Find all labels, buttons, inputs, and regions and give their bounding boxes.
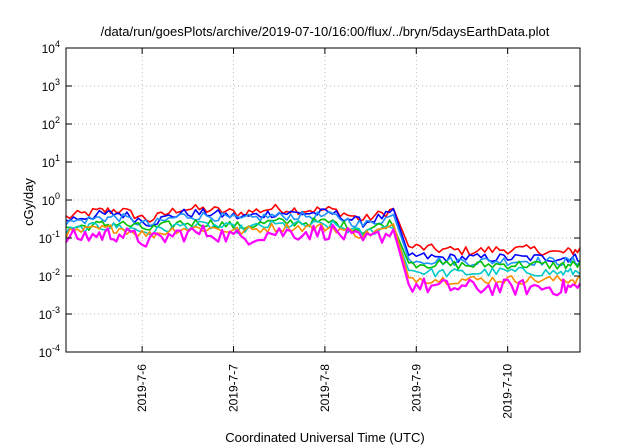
y-tick-exponent: 3 bbox=[55, 77, 60, 87]
chart-title: /data/run/goesPlots/archive/2019-07-10/1… bbox=[101, 24, 550, 39]
series-line bbox=[65, 207, 581, 263]
y-tick-exponent: -2 bbox=[52, 267, 60, 277]
series-line bbox=[65, 222, 581, 285]
series-line bbox=[65, 223, 581, 297]
y-tick-mantissa: 10 bbox=[39, 346, 53, 360]
series-line bbox=[65, 203, 581, 257]
y-tick-mantissa: 10 bbox=[39, 270, 53, 284]
y-tick-label: 100 bbox=[42, 191, 60, 208]
y-axis-label: cGy/day bbox=[21, 178, 36, 226]
series-lines bbox=[65, 203, 581, 297]
x-tick-label: 2019-7-10 bbox=[501, 364, 515, 419]
y-tick-label: 10-3 bbox=[39, 305, 60, 322]
x-axis-label: Coordinated Universal Time (UTC) bbox=[225, 430, 424, 445]
y-tick-mantissa: 10 bbox=[42, 194, 56, 208]
y-tick-label: 104 bbox=[42, 39, 60, 56]
y-tick-label: 10-1 bbox=[39, 229, 60, 246]
y-tick-mantissa: 10 bbox=[42, 80, 56, 94]
x-tick-label: 2019-7-9 bbox=[409, 364, 423, 412]
series-line bbox=[65, 219, 581, 278]
x-tick-labels: 2019-7-6 2019-7-7 2019-7-8 2019-7-9 2019-7-1… bbox=[135, 48, 515, 419]
y-tick-label: 102 bbox=[42, 115, 60, 132]
y-tick-exponent: 2 bbox=[55, 115, 60, 125]
y-tick-label: 101 bbox=[42, 153, 60, 170]
x-tick-label: 2019-7-6 bbox=[135, 364, 149, 412]
grid-lines bbox=[66, 48, 580, 352]
y-tick-mantissa: 10 bbox=[39, 308, 53, 322]
y-tick-label: 10-2 bbox=[39, 267, 60, 284]
x-tick-label: 2019-7-7 bbox=[227, 364, 241, 412]
y-tick-exponent: -3 bbox=[52, 305, 60, 315]
y-tick-exponent: -4 bbox=[52, 343, 60, 353]
y-tick-label: 103 bbox=[42, 77, 60, 94]
y-tick-exponent: 0 bbox=[55, 191, 60, 201]
series-line bbox=[65, 210, 581, 267]
y-tick-exponent: 1 bbox=[55, 153, 60, 163]
y-tick-exponent: 4 bbox=[55, 39, 60, 49]
y-tick-exponent: -1 bbox=[52, 229, 60, 239]
y-tick-mantissa: 10 bbox=[39, 232, 53, 246]
y-tick-label: 10-4 bbox=[39, 343, 60, 360]
series-line bbox=[65, 217, 581, 270]
y-tick-mantissa: 10 bbox=[42, 118, 56, 132]
y-tick-mantissa: 10 bbox=[42, 42, 56, 56]
x-tick-label: 2019-7-8 bbox=[318, 364, 332, 412]
y-tick-mantissa: 10 bbox=[42, 156, 56, 170]
